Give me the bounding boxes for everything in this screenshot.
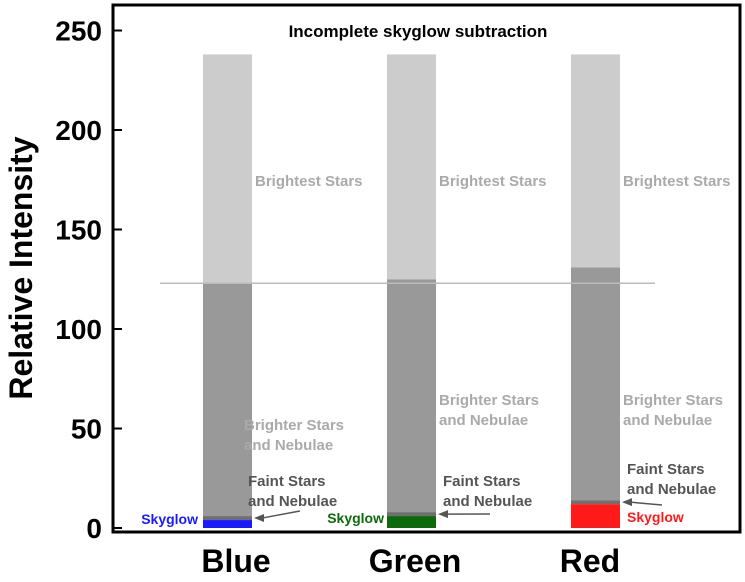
y-tick-label: 100 xyxy=(55,314,102,345)
faint-stars-arrow xyxy=(261,510,301,519)
faint-stars-label-line2: and Nebulae xyxy=(248,493,337,510)
brighter-stars-label: Brighter Stars xyxy=(439,392,539,409)
plot-frame xyxy=(111,3,742,534)
faint-stars-label: Faint Stars xyxy=(627,461,705,478)
faint-stars-label: Faint Stars xyxy=(443,473,521,490)
skyglow-label: Skyglow xyxy=(327,510,384,526)
faint-stars-label-line2: and Nebulae xyxy=(627,481,716,498)
brighter-stars-label-line2: and Nebulae xyxy=(244,437,333,454)
brightest-stars-bar-segment xyxy=(387,54,436,280)
faint-stars-bar-segment xyxy=(203,516,252,521)
brightest-stars-bar-segment xyxy=(571,54,620,268)
skyglow-label: Skyglow xyxy=(141,511,198,527)
brighter-stars-bar-segment xyxy=(571,267,620,501)
chart-title: Incomplete skyglow subtraction xyxy=(289,22,548,41)
faint-stars-label: Faint Stars xyxy=(248,473,326,490)
skyglow-bar-segment xyxy=(387,516,436,528)
brightest-stars-label: Brightest Stars xyxy=(255,173,363,190)
skyglow-bar-segment xyxy=(203,520,252,528)
brightest-stars-label: Brightest Stars xyxy=(623,173,731,190)
brightest-stars-label: Brightest Stars xyxy=(439,173,547,190)
brighter-stars-label: Brighter Stars xyxy=(244,417,344,434)
faint-stars-arrowhead xyxy=(622,498,632,507)
y-axis-label: Relative Intensity xyxy=(3,136,39,399)
brighter-stars-label-line2: and Nebulae xyxy=(439,412,528,429)
brighter-stars-label: Brighter Stars xyxy=(623,392,723,409)
y-tick-label: 200 xyxy=(55,115,102,146)
x-category-label: Red xyxy=(560,543,620,579)
faint-stars-bar-segment xyxy=(387,512,436,517)
y-tick-label: 250 xyxy=(55,16,102,47)
x-category-label: Green xyxy=(369,543,461,579)
y-tick-label: 150 xyxy=(55,215,102,246)
brighter-stars-label-line2: and Nebulae xyxy=(623,412,712,429)
skyglow-label: Skyglow xyxy=(627,509,684,525)
skyglow-bar-segment xyxy=(571,504,620,528)
brighter-stars-bar-segment xyxy=(387,279,436,513)
y-tick-label: 0 xyxy=(86,513,102,544)
brightest-stars-bar-segment xyxy=(203,54,252,284)
faint-stars-bar-segment xyxy=(571,500,620,505)
brighter-stars-bar-segment xyxy=(203,283,252,517)
x-category-label: Blue xyxy=(201,543,270,579)
y-tick-label: 50 xyxy=(71,414,102,445)
faint-stars-arrowhead xyxy=(438,510,448,519)
faint-stars-arrowhead xyxy=(254,514,264,523)
faint-stars-arrow xyxy=(629,501,663,506)
faint-stars-label-line2: and Nebulae xyxy=(443,493,532,510)
